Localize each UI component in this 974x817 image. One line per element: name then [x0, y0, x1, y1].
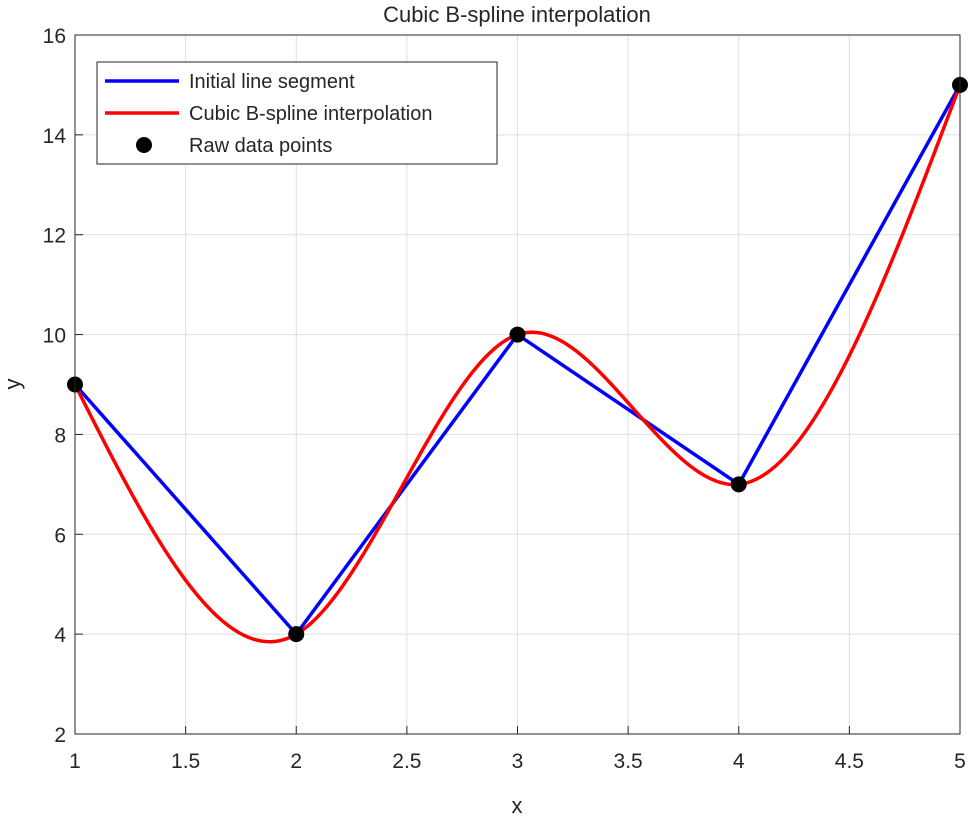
- x-axis-label: x: [512, 793, 523, 817]
- y-tick-label: 10: [43, 325, 66, 348]
- series-layer: [67, 76, 968, 644]
- y-tick-label: 12: [43, 225, 66, 248]
- legend-label: Raw data points: [189, 135, 332, 157]
- data-point-marker: [730, 476, 747, 493]
- legend-swatch: [136, 137, 152, 153]
- data-point-marker: [288, 626, 305, 643]
- x-tick-label: 5: [954, 750, 966, 773]
- x-tick-label: 2: [290, 750, 302, 773]
- x-tick-label: 2.5: [392, 750, 421, 773]
- x-tick-label: 3.5: [614, 750, 643, 773]
- data-point-marker: [509, 326, 526, 343]
- y-tick-label: 8: [54, 424, 66, 447]
- y-tick-label: 2: [54, 724, 66, 747]
- legend-label: Cubic B-spline interpolation: [189, 103, 432, 125]
- x-tick-label: 1: [69, 750, 81, 773]
- ticks: 1 1.5 2 2.5 3 3.5 4 4.5 5 2 4 6 8 10 12 14 16: [43, 25, 966, 773]
- legend-label: Initial line segment: [189, 71, 355, 93]
- y-axis-label: y: [0, 379, 25, 390]
- legend: Initial line segment Cubic B-spline inter…: [96, 61, 498, 165]
- y-tick-label: 4: [54, 624, 66, 647]
- x-tick-label: 4.5: [835, 750, 864, 773]
- y-tick-label: 16: [43, 25, 66, 48]
- chart-title: Cubic B-spline interpolation: [383, 2, 651, 27]
- y-tick-label: 14: [43, 125, 67, 148]
- y-tick-label: 6: [54, 524, 66, 547]
- x-tick-label: 1.5: [171, 750, 200, 773]
- x-tick-label: 4: [733, 750, 745, 773]
- x-tick-label: 3: [512, 750, 524, 773]
